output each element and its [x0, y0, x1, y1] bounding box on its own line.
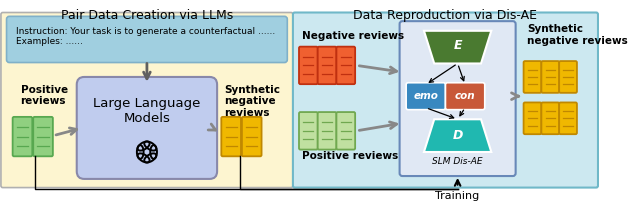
FancyBboxPatch shape — [559, 102, 577, 134]
Polygon shape — [424, 119, 492, 152]
Text: Instruction: Your task is to generate a counterfactual ......: Instruction: Your task is to generate a … — [16, 27, 275, 36]
FancyBboxPatch shape — [524, 61, 541, 93]
FancyBboxPatch shape — [1, 13, 293, 188]
FancyBboxPatch shape — [541, 102, 559, 134]
Polygon shape — [424, 31, 492, 63]
Text: Training: Training — [435, 191, 480, 201]
Text: Examples: ......: Examples: ...... — [16, 37, 83, 46]
Text: con: con — [455, 91, 476, 101]
Text: SLM Dis-AE: SLM Dis-AE — [432, 157, 483, 166]
FancyBboxPatch shape — [77, 77, 217, 179]
FancyBboxPatch shape — [6, 16, 287, 63]
Text: D: D — [452, 129, 463, 142]
Text: Positive
reviews: Positive reviews — [20, 85, 68, 106]
Text: Synthetic
negative reviews: Synthetic negative reviews — [527, 24, 628, 46]
FancyBboxPatch shape — [317, 112, 337, 149]
FancyBboxPatch shape — [337, 112, 355, 149]
FancyBboxPatch shape — [317, 47, 337, 84]
FancyBboxPatch shape — [299, 47, 317, 84]
FancyBboxPatch shape — [399, 21, 516, 176]
FancyBboxPatch shape — [406, 83, 445, 110]
FancyBboxPatch shape — [221, 117, 241, 156]
Text: Positive reviews: Positive reviews — [302, 151, 399, 161]
FancyBboxPatch shape — [13, 117, 32, 156]
FancyBboxPatch shape — [445, 83, 484, 110]
Text: Negative reviews: Negative reviews — [302, 31, 404, 41]
FancyBboxPatch shape — [33, 117, 53, 156]
FancyBboxPatch shape — [293, 13, 598, 188]
Text: E: E — [453, 39, 462, 52]
Text: Synthetic
negative
reviews: Synthetic negative reviews — [225, 85, 280, 118]
FancyBboxPatch shape — [242, 117, 262, 156]
FancyBboxPatch shape — [337, 47, 355, 84]
Text: emo: emo — [413, 91, 438, 101]
FancyBboxPatch shape — [299, 112, 317, 149]
Text: Pair Data Creation via LLMs: Pair Data Creation via LLMs — [61, 9, 233, 22]
FancyBboxPatch shape — [524, 102, 541, 134]
FancyBboxPatch shape — [559, 61, 577, 93]
Text: Large Language
Models: Large Language Models — [93, 97, 200, 125]
Text: Data Reproduction via Dis-AE: Data Reproduction via Dis-AE — [353, 9, 538, 22]
FancyBboxPatch shape — [541, 61, 559, 93]
